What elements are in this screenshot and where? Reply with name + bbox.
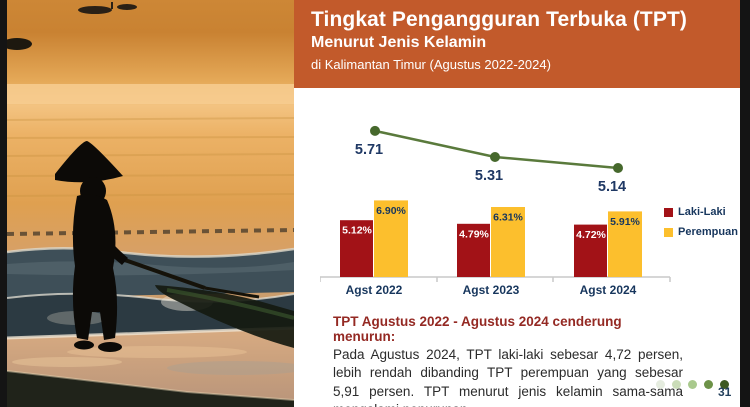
legend-item-laki-laki: Laki-Laki [664,206,740,218]
page-number: 31 [718,385,732,399]
trend-point [490,152,500,162]
bar-laki-laki [457,223,490,277]
laki-laki-swatch [664,207,673,217]
page-location-line: di Kalimantan Timur (Agustus 2022-2024) [311,57,551,73]
trend-value-label: 5.31 [475,168,503,184]
legend-item-perempuan: Perempuan [664,226,740,238]
bar-value-label: 4.79% [459,228,489,240]
bar-value-label: 6.31% [493,212,523,224]
category-label: Agst 2022 [346,283,403,297]
sunset-beach-scene [2,0,307,407]
bar-perempuan [491,207,525,277]
pagination-dot [688,380,697,389]
trend-point [613,163,623,173]
bar-value-label: 5.91% [610,216,640,228]
tpt-combo-chart: 5.12% 6.90% Agst 2022 4.79% 6.31% Agst 2023 4.… [319,100,726,300]
content-panel: Tingkat Pengangguran Terbuka (TPT) Menur… [294,0,740,407]
summary-block: TPT Agustus 2022 - Agustus 2024 cenderun… [333,314,683,407]
bar-value-label: 5.12% [342,225,372,237]
category-label: Agst 2024 [580,283,637,297]
bar-value-label: 6.90% [376,205,406,217]
pagination-dot [672,380,681,389]
summary-heading: TPT Agustus 2022 - Agustus 2024 cenderun… [333,314,622,344]
bar-value-label: 4.72% [576,229,606,241]
page-title: Tingkat Pengangguran Terbuka (TPT) [311,8,687,31]
bar-perempuan [374,200,408,277]
pagination-dot [656,380,665,389]
chart-legend: Laki-Laki Perempuan [664,206,740,246]
pagination-dot [720,380,729,389]
left-black-border [0,0,7,407]
legend-label-laki-laki: Laki-Laki [678,206,726,218]
light-band [7,84,294,104]
bar-perempuan [608,211,642,277]
bottom-log [7,371,294,407]
fishing-net [118,256,295,348]
category-label: Agst 2023 [463,283,520,297]
trend-value-label: 5.71 [355,142,383,158]
log-highlight [6,370,295,401]
beach-photo [2,0,307,407]
bar-laki-laki [340,220,373,277]
water-streaks [6,117,295,197]
page-subtitle: Menurut Jenis Kelamin [311,34,487,52]
bar-laki-laki [574,224,607,277]
trend-point [370,125,380,136]
wave-crest-line [6,228,295,236]
fisherman-silhouette [55,141,128,352]
slide-header: Tingkat Pengangguran Terbuka (TPT) Menur… [294,0,740,88]
trend-value-label: 5.14 [598,179,626,195]
pagination-dot [704,380,713,389]
pagination-dots [656,380,729,389]
legend-label-perempuan: Perempuan [678,226,738,238]
summary-body: Pada Agustus 2024, TPT laki-laki sebesar… [333,347,683,407]
boat-silhouette [2,2,137,50]
tpt-combo-chart-svg: 5.12% 6.90% Agst 2022 4.79% 6.31% Agst 2023 4.… [319,125,671,297]
perempuan-swatch [664,227,673,237]
trend-line [374,129,619,170]
right-black-border [740,0,750,407]
